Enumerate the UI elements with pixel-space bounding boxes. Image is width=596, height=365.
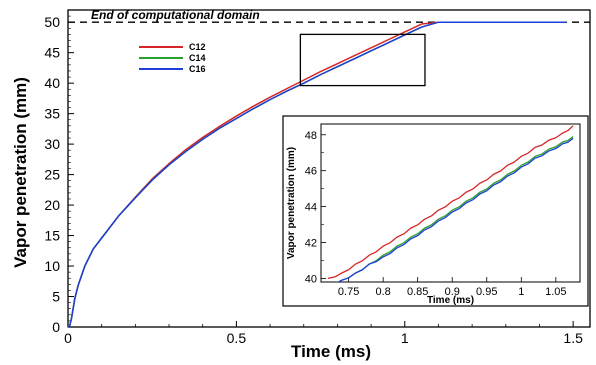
inset-y-tick-label: 42 [305, 238, 317, 250]
y-tick-label: 35 [44, 106, 60, 122]
y-tick-label: 25 [44, 167, 60, 183]
inset-panel [282, 115, 589, 307]
inset-x-tick-label: 0.85 [407, 286, 428, 298]
inset-x-tick-label: 1.05 [545, 286, 566, 298]
x-tick-label: 1.5 [563, 330, 583, 346]
y-tick-label: 0 [52, 319, 60, 335]
inset-x-axis-title: Time (ms) [427, 295, 474, 306]
y-tick-label: 30 [44, 136, 60, 152]
inset-x-tick-label: 0.75 [338, 286, 359, 298]
x-tick-label: 0.5 [227, 330, 247, 346]
inset-x-tick-label: 1 [518, 286, 524, 298]
x-tick-label: 1 [401, 330, 409, 346]
inset-y-tick-label: 46 [305, 166, 317, 178]
y-tick-label: 20 [44, 197, 60, 213]
inset-y-tick-label: 44 [305, 202, 317, 214]
y-tick-label: 45 [44, 45, 60, 61]
x-axis-title: Time (ms) [291, 342, 371, 361]
inset-y-axis-title: Vapor penetration (mm) [286, 147, 297, 259]
end-of-domain-label: End of computational domain [91, 8, 260, 22]
y-tick-label: 40 [44, 75, 60, 91]
legend-label-c16: C16 [189, 64, 206, 74]
inset-plot-frame [320, 123, 581, 283]
x-tick-label: 0 [64, 330, 72, 346]
y-tick-label: 5 [52, 289, 60, 305]
y-axis-title: Vapor penetration (mm) [11, 77, 30, 268]
legend-label-c12: C12 [189, 42, 206, 52]
inset-series-line-c12 [327, 125, 574, 280]
inset-x-tick-label: 0.8 [376, 286, 391, 298]
y-tick-label: 10 [44, 258, 60, 274]
legend-label-c14: C14 [189, 53, 206, 63]
inset-y-tick-label: 48 [305, 130, 317, 142]
main-series-line-c16 [67, 21, 567, 328]
inset-x-tick-label: 0.9 [445, 286, 460, 298]
inset-series-line-c16 [337, 137, 574, 282]
inset-x-tick-label: 0.95 [476, 286, 497, 298]
y-tick-label: 50 [44, 14, 60, 30]
y-tick-label: 15 [44, 228, 60, 244]
zoom-region-box [299, 33, 426, 87]
inset-y-tick-label: 40 [305, 273, 317, 285]
